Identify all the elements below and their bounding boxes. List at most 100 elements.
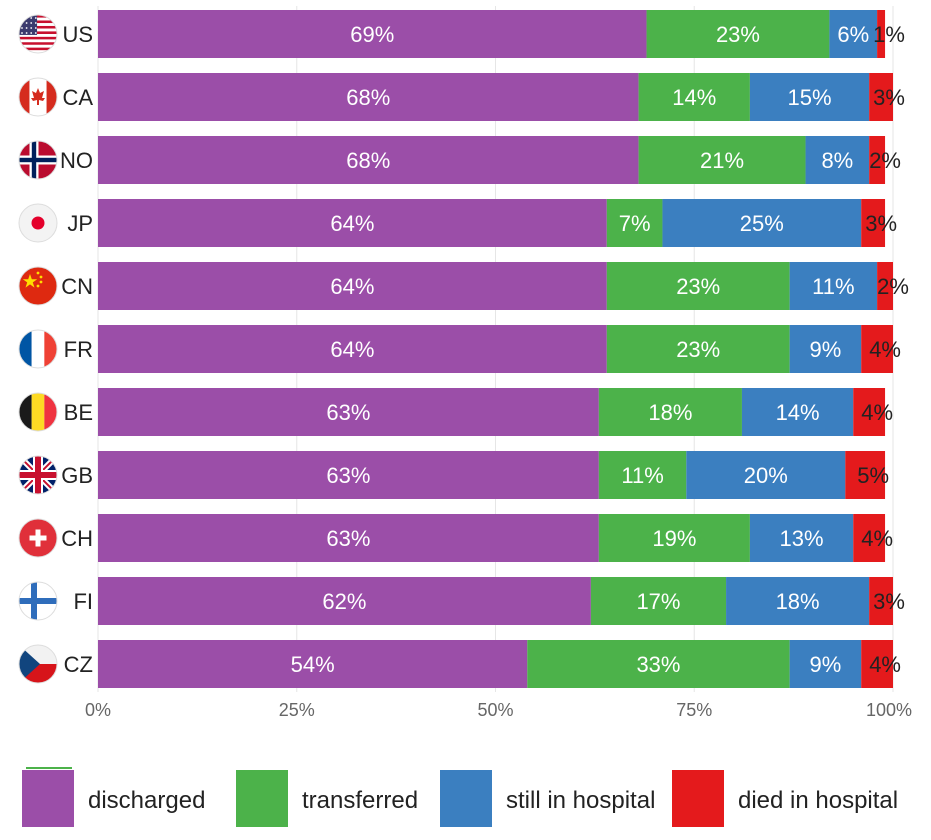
data-label: 18% [776, 589, 820, 614]
data-label: 63% [326, 526, 370, 551]
data-label: 68% [346, 148, 390, 173]
data-label: 4% [869, 652, 901, 677]
bar-segment-transferred [606, 325, 790, 373]
legend-label: discharged [88, 787, 205, 814]
data-label: 21% [700, 148, 744, 173]
bar-segment-still-in-hospital [829, 10, 878, 58]
bar-segment-discharged [98, 388, 599, 436]
data-label: 3% [873, 589, 905, 614]
bar-segment-died-in-hospital [861, 640, 893, 688]
legend-swatch-discharged [22, 770, 74, 827]
bar-segment-died-in-hospital [877, 262, 893, 310]
bar-segment-discharged [98, 199, 607, 247]
bar-segment-transferred [590, 577, 727, 625]
data-label: 23% [716, 22, 760, 47]
bar-segment-discharged [98, 640, 528, 688]
country-label: BE [64, 400, 93, 425]
flag-outline [18, 644, 58, 684]
bar-segment-died-in-hospital [853, 388, 886, 436]
cz-flag-icon [19, 645, 57, 683]
flag-outline [18, 329, 58, 369]
data-label: 68% [346, 85, 390, 110]
legend-label: transferred [302, 787, 418, 814]
bar-segment-discharged [98, 10, 647, 58]
bar-segment-discharged [98, 451, 599, 499]
data-label: 25% [740, 211, 784, 236]
flag-outline [18, 140, 58, 180]
ch-flag-icon [19, 519, 57, 557]
data-label: 19% [652, 526, 696, 551]
data-label: 14% [672, 85, 716, 110]
bar-segment-transferred [598, 451, 687, 499]
bar-segment-still-in-hospital [686, 451, 846, 499]
data-label: 5% [857, 463, 889, 488]
data-label: 69% [350, 22, 394, 47]
bars: 69% 23% 6% 1% 68% 14% 15% 3% 68% 21% 8% 2% 64% 7% 25% 3… [98, 10, 909, 688]
data-label: 20% [744, 463, 788, 488]
bar-segment-transferred [638, 136, 806, 184]
data-label: 64% [330, 337, 374, 362]
country-label: CA [62, 85, 93, 110]
cn-flag-icon [19, 267, 57, 305]
data-label: 64% [330, 211, 374, 236]
data-label: 1% [873, 22, 905, 47]
flag-outline [18, 14, 58, 54]
legend-swatch-transferred [236, 770, 288, 827]
x-axis-ticks: 0% 25% 50% 75% 100% [85, 700, 912, 720]
flag-outline [18, 392, 58, 432]
data-label: 4% [861, 526, 893, 551]
country-label: JP [67, 211, 93, 236]
jp-flag-icon [19, 204, 57, 242]
bar-segment-still-in-hospital [726, 577, 870, 625]
bar-segment-still-in-hospital [789, 640, 862, 688]
data-label: 2% [877, 274, 909, 299]
bar-segment-still-in-hospital [749, 73, 870, 121]
data-label: 2% [869, 148, 901, 173]
no-flag-icon [19, 141, 57, 179]
ca-flag-icon [19, 78, 57, 116]
bar-segment-still-in-hospital [789, 325, 862, 373]
country-label: CN [61, 274, 93, 299]
data-label: 3% [873, 85, 905, 110]
fr-flag-icon [19, 330, 57, 368]
data-label: 17% [636, 589, 680, 614]
data-label: 4% [869, 337, 901, 362]
data-label: 63% [326, 400, 370, 425]
fi-flag-icon [19, 582, 57, 620]
country-label: FR [64, 337, 93, 362]
country-labels: US CA NO JP CN FR BE GB CH FI CZ [18, 14, 93, 684]
data-label: 63% [326, 463, 370, 488]
x-tick-label: 75% [676, 700, 712, 720]
x-tick-label: 50% [477, 700, 513, 720]
bar-segment-died-in-hospital [861, 199, 886, 247]
bar-segment-died-in-hospital [869, 577, 893, 625]
be-flag-icon [19, 393, 57, 431]
flag-outline [18, 455, 58, 495]
data-label: 13% [780, 526, 824, 551]
bar-segment-transferred [638, 73, 750, 121]
bar-segment-died-in-hospital [869, 136, 886, 184]
legend: discharged transferred still in hospital di… [22, 767, 898, 827]
bar-segment-died-in-hospital [853, 514, 886, 562]
bar-segment-transferred [598, 388, 742, 436]
flag-outline [18, 77, 58, 117]
bar-segment-discharged [98, 514, 599, 562]
bar-segment-transferred [646, 10, 830, 58]
data-label: 33% [636, 652, 680, 677]
data-label: 11% [812, 274, 854, 299]
data-label: 9% [810, 337, 842, 362]
data-label: 54% [291, 652, 335, 677]
flag-outline [18, 203, 58, 243]
bar-segment-died-in-hospital [877, 10, 886, 58]
x-tick-label: 0% [85, 700, 111, 720]
x-tick-label: 100% [866, 700, 912, 720]
bar-segment-discharged [98, 325, 607, 373]
country-label: FI [73, 589, 93, 614]
legend-label: still in hospital [506, 787, 655, 814]
bar-segment-still-in-hospital [741, 388, 854, 436]
data-label: 18% [648, 400, 692, 425]
data-label: 15% [788, 85, 832, 110]
x-tick-label: 25% [279, 700, 315, 720]
data-label: 3% [865, 211, 897, 236]
